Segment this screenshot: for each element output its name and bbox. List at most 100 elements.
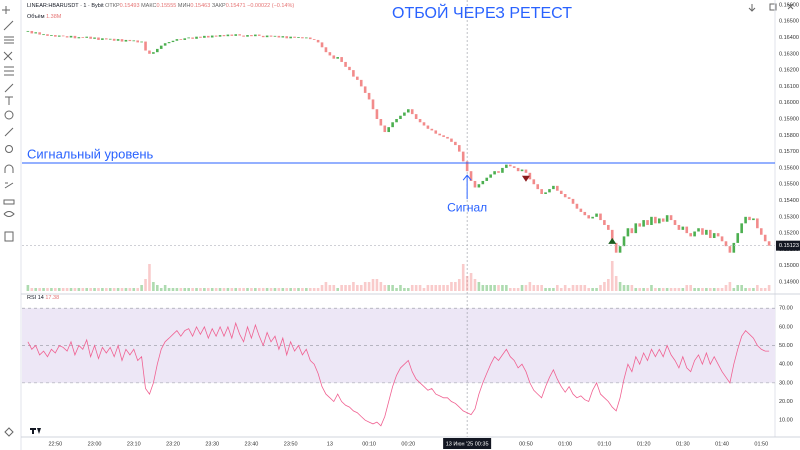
volume-bar — [277, 288, 281, 291]
ohlc-label: ОТКР — [105, 3, 120, 9]
candle — [116, 39, 120, 41]
ohlc-label: ЗАКР — [212, 3, 226, 9]
volume-bar — [634, 288, 638, 291]
candle — [665, 215, 669, 222]
icon-fib[interactable] — [4, 66, 14, 76]
candle — [148, 50, 151, 54]
candle — [399, 115, 402, 120]
candle — [673, 220, 677, 225]
candle — [622, 236, 626, 247]
candle — [489, 174, 492, 178]
candle — [712, 233, 716, 239]
candle — [356, 76, 359, 80]
x-tick-label: 23:10 — [127, 441, 141, 447]
candle — [332, 55, 336, 59]
y-tick-label: 0.16600 — [779, 2, 799, 8]
volume-bar — [481, 285, 485, 291]
candle — [607, 224, 610, 230]
signal-marker — [521, 175, 530, 182]
volume-bar — [556, 285, 559, 291]
icon-pitchfork[interactable] — [3, 51, 13, 61]
candle — [759, 228, 763, 235]
candle — [630, 228, 634, 234]
candle — [748, 216, 751, 221]
volume-bar — [57, 288, 61, 291]
volume-bar — [587, 288, 591, 291]
x-tick-label: 01:50 — [754, 441, 768, 447]
x-tick-label: 22:50 — [48, 441, 62, 447]
candle — [736, 233, 740, 243]
candle — [422, 122, 426, 126]
icon-lock2[interactable] — [3, 199, 15, 205]
icon-lines[interactable] — [4, 36, 14, 44]
candle — [689, 233, 692, 237]
ohlc-label: МАКС — [141, 3, 156, 9]
volume-bar — [516, 288, 520, 291]
candle — [559, 190, 563, 194]
volume-bar — [61, 288, 65, 291]
volume-bar — [89, 288, 92, 291]
volume-bar — [607, 279, 610, 291]
volume-bar — [434, 285, 438, 291]
volume-bar — [230, 288, 234, 291]
candle — [246, 35, 249, 37]
signal-arrow — [462, 174, 472, 200]
icon-zoom[interactable] — [5, 145, 13, 153]
icon-trend[interactable] — [3, 20, 14, 31]
chart-title: ОТБОЙ ЧЕРЕЗ РЕТЕСТ — [392, 3, 572, 22]
candle — [297, 37, 300, 38]
icon-eye[interactable] — [3, 211, 15, 217]
candle — [740, 223, 743, 234]
icon-layers[interactable] — [4, 427, 14, 437]
candle — [563, 194, 567, 198]
icon-trash[interactable] — [4, 231, 14, 242]
icon-magnet[interactable] — [4, 164, 14, 173]
signal-label: Сигнал — [447, 200, 487, 214]
volume-bar — [261, 288, 265, 291]
window-controls[interactable] — [748, 3, 794, 12]
volume-bar — [124, 288, 128, 291]
volume-bar — [218, 288, 222, 291]
volume-bar — [752, 288, 755, 291]
candle — [179, 39, 183, 40]
candle — [312, 39, 316, 40]
candle — [646, 220, 649, 225]
icon-lock[interactable] — [4, 182, 14, 189]
candle — [191, 37, 194, 39]
candle — [387, 127, 390, 133]
candle — [42, 34, 45, 36]
candle — [46, 34, 49, 36]
volume-bar — [285, 288, 289, 291]
volume-bar — [340, 285, 343, 291]
volume-bar — [626, 285, 630, 291]
volume-bar — [195, 288, 198, 291]
y-tick-label: 0.14900 — [779, 279, 799, 285]
candle — [30, 30, 34, 34]
candle — [61, 35, 65, 37]
candle — [203, 35, 206, 38]
candle — [469, 171, 473, 181]
icon-brush[interactable] — [4, 83, 14, 93]
volume-bar — [446, 285, 449, 291]
icon-text[interactable] — [5, 96, 13, 105]
icon-cross[interactable] — [2, 6, 10, 14]
candle — [752, 218, 755, 221]
volume-bar — [312, 288, 316, 291]
candle — [418, 119, 422, 123]
volume-bar — [450, 282, 453, 291]
rsi-tick-label: 20.00 — [779, 399, 793, 405]
y-tick-label: 0.15000 — [779, 263, 799, 269]
volume-bar — [665, 288, 669, 291]
candle — [171, 40, 175, 43]
candle — [430, 128, 434, 131]
volume-bar — [316, 288, 320, 291]
icon-emoji[interactable] — [4, 110, 14, 120]
volume-bar — [583, 285, 587, 291]
toolbar-icons[interactable] — [2, 3, 794, 437]
volume-bar — [105, 288, 108, 291]
candle — [442, 135, 445, 137]
icon-ruler[interactable] — [4, 127, 14, 137]
candle — [756, 218, 759, 229]
volume-bar — [763, 288, 767, 291]
rsi-value: 17.38 — [45, 295, 59, 301]
